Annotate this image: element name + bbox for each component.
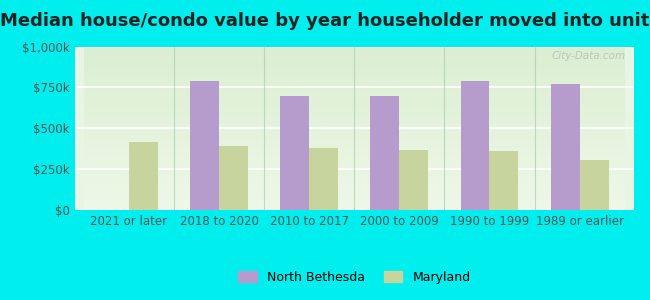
Bar — [489, 151, 518, 210]
Bar — [309, 148, 338, 210]
Bar — [461, 81, 489, 210]
Bar — [370, 95, 399, 210]
Bar — [551, 84, 580, 210]
Bar — [580, 160, 608, 210]
Bar — [280, 95, 309, 210]
Legend: North Bethesda, Maryland: North Bethesda, Maryland — [233, 266, 475, 289]
Bar — [129, 142, 158, 210]
Bar — [190, 81, 219, 210]
Text: Median house/condo value by year householder moved into unit: Median house/condo value by year househo… — [0, 12, 650, 30]
Text: City-Data.com: City-Data.com — [551, 51, 625, 62]
Bar — [399, 150, 428, 210]
Bar — [219, 146, 248, 210]
